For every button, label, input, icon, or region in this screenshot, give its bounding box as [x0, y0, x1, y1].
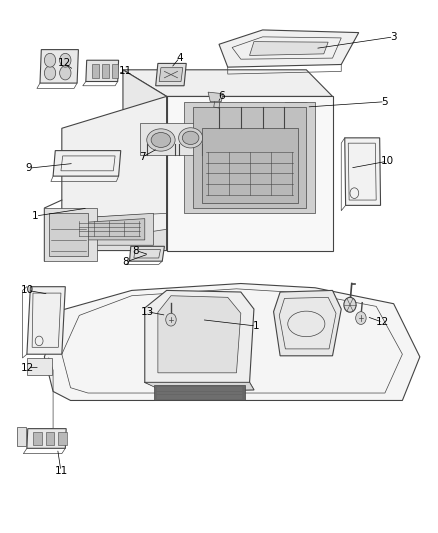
Polygon shape: [193, 107, 306, 208]
Polygon shape: [184, 102, 315, 213]
Text: 8: 8: [133, 246, 139, 255]
Polygon shape: [92, 64, 99, 78]
Polygon shape: [166, 96, 332, 251]
Text: 1: 1: [32, 211, 39, 221]
Ellipse shape: [182, 131, 199, 144]
Circle shape: [44, 53, 56, 67]
Polygon shape: [123, 70, 332, 96]
Polygon shape: [102, 64, 109, 78]
Polygon shape: [66, 213, 153, 245]
Polygon shape: [62, 229, 166, 251]
Polygon shape: [345, 138, 381, 205]
Polygon shape: [49, 213, 88, 256]
Polygon shape: [44, 284, 420, 400]
Polygon shape: [159, 68, 183, 82]
Polygon shape: [145, 290, 254, 382]
Text: 6: 6: [218, 91, 225, 101]
Polygon shape: [46, 432, 54, 445]
Polygon shape: [153, 384, 245, 400]
Text: 11: 11: [119, 66, 132, 76]
Polygon shape: [274, 290, 341, 356]
Text: 13: 13: [140, 306, 154, 317]
Text: 12: 12: [57, 59, 71, 68]
Polygon shape: [158, 296, 241, 373]
Polygon shape: [155, 63, 186, 86]
Text: 12: 12: [21, 362, 35, 373]
Polygon shape: [33, 432, 42, 445]
Polygon shape: [145, 382, 254, 391]
Polygon shape: [58, 432, 67, 445]
Polygon shape: [86, 60, 119, 82]
Text: 3: 3: [390, 32, 397, 42]
Polygon shape: [141, 123, 210, 155]
Polygon shape: [53, 151, 121, 176]
Polygon shape: [219, 30, 359, 67]
Polygon shape: [208, 92, 223, 102]
Text: 11: 11: [54, 466, 67, 476]
Polygon shape: [75, 219, 145, 240]
Polygon shape: [123, 70, 166, 251]
Text: 1: 1: [253, 321, 259, 331]
Polygon shape: [130, 246, 164, 261]
Ellipse shape: [179, 128, 203, 148]
Circle shape: [60, 53, 71, 67]
Text: 8: 8: [122, 257, 128, 267]
Polygon shape: [40, 50, 78, 83]
Text: 10: 10: [21, 286, 34, 295]
Text: 12: 12: [376, 317, 389, 327]
Text: 5: 5: [381, 96, 388, 107]
Polygon shape: [44, 208, 97, 261]
Text: 7: 7: [139, 152, 146, 162]
Text: 9: 9: [26, 163, 32, 173]
Polygon shape: [285, 103, 307, 112]
Circle shape: [356, 312, 366, 325]
Circle shape: [344, 297, 356, 312]
Circle shape: [60, 66, 71, 80]
Circle shape: [166, 313, 176, 326]
Polygon shape: [17, 427, 26, 446]
Polygon shape: [201, 128, 297, 203]
Polygon shape: [250, 42, 328, 55]
Text: 4: 4: [177, 53, 183, 62]
Polygon shape: [27, 358, 52, 375]
Ellipse shape: [151, 133, 171, 148]
Circle shape: [44, 66, 56, 80]
Polygon shape: [27, 287, 65, 354]
Text: 10: 10: [381, 156, 394, 166]
Polygon shape: [27, 429, 66, 448]
Polygon shape: [112, 64, 118, 78]
Polygon shape: [62, 96, 166, 251]
Ellipse shape: [147, 129, 175, 151]
